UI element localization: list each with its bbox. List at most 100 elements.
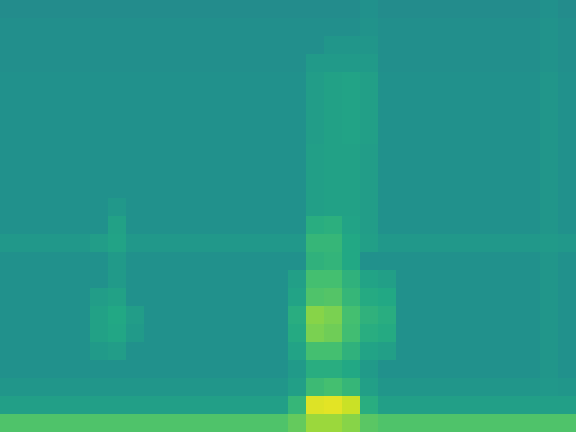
cell [0,54,19,73]
cell [486,306,505,325]
cell [108,0,127,19]
cell [198,18,217,37]
cell [234,252,253,271]
cell [396,216,415,235]
cell [342,378,361,397]
cell [144,72,163,91]
cell [288,90,307,109]
cell [162,306,181,325]
cell [342,144,361,163]
cell [108,270,127,289]
cell [396,144,415,163]
cell [450,342,469,361]
cell [450,270,469,289]
cell [342,126,361,145]
cell [342,360,361,379]
cell [162,198,181,217]
cell [18,198,37,217]
cell [144,342,163,361]
cell [18,270,37,289]
cell [414,72,433,91]
cell [414,396,433,415]
cell [54,216,73,235]
cell [324,216,343,235]
cell [72,90,91,109]
cell [432,126,451,145]
cell [180,18,199,37]
cell [504,18,523,37]
cell [270,18,289,37]
cell [252,72,271,91]
cell [378,288,397,307]
cell [324,18,343,37]
cell [90,162,109,181]
cell [396,396,415,415]
cell [360,270,379,289]
cell [36,108,55,127]
cell [342,54,361,73]
cell [0,378,19,397]
cell [468,414,487,432]
cell [558,360,576,379]
cell [18,126,37,145]
cell [468,126,487,145]
cell [378,216,397,235]
cell [36,414,55,432]
cell [144,324,163,343]
cell [270,252,289,271]
cell [504,342,523,361]
cell [0,414,19,432]
cell [414,126,433,145]
cell [414,90,433,109]
cell [378,36,397,55]
cell [432,36,451,55]
cell [378,180,397,199]
cell [180,36,199,55]
cell [342,342,361,361]
cell [522,90,541,109]
cell [306,180,325,199]
cell [234,0,253,19]
cell [360,90,379,109]
cells [0,0,576,432]
cell [432,234,451,253]
cell [522,378,541,397]
cell [90,342,109,361]
cell [360,396,379,415]
cell [324,198,343,217]
cell [342,180,361,199]
cell [468,54,487,73]
cell [306,306,325,325]
cell [198,396,217,415]
cell [540,72,559,91]
cell [396,306,415,325]
cell [126,144,145,163]
cell [378,0,397,19]
cell [162,108,181,127]
cell [324,270,343,289]
cell [540,342,559,361]
cell [324,360,343,379]
cell [36,180,55,199]
cell [486,72,505,91]
cell [414,270,433,289]
cell [126,216,145,235]
cell [108,162,127,181]
cell [504,234,523,253]
cell [234,342,253,361]
cell [396,234,415,253]
cell [144,378,163,397]
spectrogram [0,0,576,432]
cell [450,414,469,432]
cell [90,414,109,432]
cell [306,270,325,289]
cell [432,0,451,19]
cell [126,270,145,289]
cell [504,72,523,91]
cell [108,54,127,73]
cell [522,252,541,271]
cell [144,18,163,37]
cell [558,414,576,432]
cell [54,342,73,361]
cell [414,324,433,343]
